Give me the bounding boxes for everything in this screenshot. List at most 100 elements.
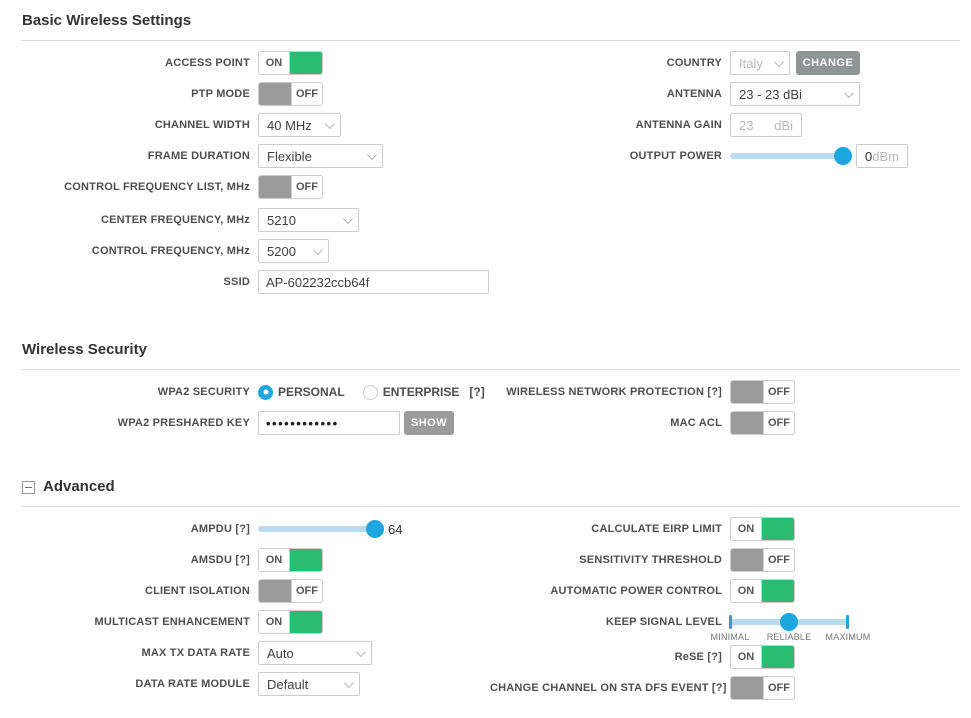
toggle-state-label: OFF bbox=[763, 677, 794, 699]
multicast-enhancement-toggle[interactable]: ON bbox=[258, 610, 323, 634]
chevron-down-icon bbox=[312, 244, 323, 255]
wpa2-preshared-key-input[interactable] bbox=[258, 411, 400, 435]
change-channel-on-sta-dfs-event-toggle[interactable]: OFF bbox=[730, 676, 795, 700]
toggle-slab bbox=[762, 646, 794, 668]
channel-width-label: CHANNEL WIDTH bbox=[154, 119, 250, 131]
output-power-unit: dBm bbox=[872, 148, 899, 164]
row-wpa2-preshared-key: WPA2 PRESHARED KEY SHOW bbox=[22, 411, 490, 435]
keep-signal-level-slider[interactable]: MINIMAL RELIABLE MAXIMUM bbox=[711, 610, 870, 642]
center-frequency-select[interactable]: 5210 bbox=[258, 208, 359, 232]
row-multicast-enhancement: MULTICAST ENHANCEMENT ON bbox=[22, 610, 490, 634]
control-frequency-select[interactable]: 5200 bbox=[258, 239, 329, 263]
antenna-gain-unit: dBi bbox=[774, 117, 793, 133]
antenna-select[interactable]: 23 - 23 dBi bbox=[730, 82, 860, 106]
ampdu-slider[interactable] bbox=[258, 517, 385, 541]
slider-handle[interactable] bbox=[833, 147, 852, 165]
row-control-frequency-list: CONTROL FREQUENCY LIST, MHz OFF bbox=[22, 175, 490, 199]
radio-enterprise-label: ENTERPRISE bbox=[382, 385, 460, 399]
wireless-network-protection-toggle[interactable]: OFF bbox=[730, 380, 795, 404]
data-rate-module-label: DATA RATE MODULE bbox=[135, 678, 250, 690]
chevron-down-icon bbox=[342, 213, 353, 224]
advanced-section-title: Advanced bbox=[22, 478, 960, 496]
ssid-input[interactable] bbox=[258, 270, 489, 294]
output-power-input[interactable]: 0 dBm bbox=[856, 144, 908, 168]
toggle-slab bbox=[259, 580, 291, 602]
toggle-slab bbox=[731, 381, 763, 403]
toggle-state-label: OFF bbox=[291, 83, 322, 105]
ptp-mode-toggle[interactable]: OFF bbox=[258, 82, 323, 106]
max-tx-data-rate-select[interactable]: Auto bbox=[258, 641, 372, 665]
wpa2-security-help-link[interactable]: [?] bbox=[469, 385, 485, 399]
wpa2-preshared-key-label: WPA2 PRESHARED KEY bbox=[117, 417, 250, 429]
row-antenna-gain: ANTENNA GAIN 23 dBi bbox=[490, 113, 960, 137]
ssid-label: SSID bbox=[223, 276, 250, 288]
security-section-title: Wireless Security bbox=[22, 341, 147, 358]
select-value: Auto bbox=[267, 645, 294, 661]
sensitivity-threshold-toggle[interactable]: OFF bbox=[730, 548, 795, 572]
keep-signal-level-label: KEEP SIGNAL LEVEL bbox=[605, 616, 722, 628]
slider-max-tick bbox=[846, 615, 849, 629]
antenna-gain-label: ANTENNA GAIN bbox=[635, 119, 722, 131]
section-advanced: Advanced AMPDU [?] 64 AMSDU [?] ON CLIEN bbox=[22, 478, 960, 707]
row-keep-signal-level: KEEP SIGNAL LEVEL MINIMAL RELIABLE MAXIM… bbox=[490, 610, 960, 642]
rese-label: ReSE [?] bbox=[674, 651, 722, 663]
toggle-slab bbox=[762, 518, 794, 540]
collapse-minus-icon[interactable] bbox=[22, 480, 35, 494]
ampdu-value: 64 bbox=[388, 521, 403, 537]
row-country: COUNTRY Italy CHANGE bbox=[490, 51, 960, 75]
row-sensitivity-threshold: SENSITIVITY THRESHOLD OFF bbox=[490, 548, 960, 572]
row-antenna: ANTENNA 23 - 23 dBi bbox=[490, 82, 960, 106]
antenna-gain-value: 23 bbox=[739, 117, 754, 133]
chevron-down-icon bbox=[324, 118, 335, 129]
sensitivity-threshold-label: SENSITIVITY THRESHOLD bbox=[579, 554, 722, 566]
scale-label-minimal: MINIMAL bbox=[710, 632, 750, 642]
access-point-toggle[interactable]: ON bbox=[258, 51, 323, 75]
calculate-eirp-limit-toggle[interactable]: ON bbox=[730, 517, 795, 541]
automatic-power-control-label: AUTOMATIC POWER CONTROL bbox=[550, 585, 722, 597]
row-data-rate-module: DATA RATE MODULE Default bbox=[22, 672, 490, 696]
chevron-down-icon bbox=[343, 677, 354, 688]
row-amsdu: AMSDU [?] ON bbox=[22, 548, 490, 572]
toggle-state-label: OFF bbox=[291, 580, 322, 602]
toggle-state-label: ON bbox=[259, 52, 290, 74]
data-rate-module-select[interactable]: Default bbox=[258, 672, 360, 696]
mac-acl-toggle[interactable]: OFF bbox=[730, 411, 795, 435]
toggle-slab bbox=[290, 549, 322, 571]
toggle-state-label: OFF bbox=[763, 412, 794, 434]
show-password-button[interactable]: SHOW bbox=[404, 411, 454, 435]
slider-handle[interactable] bbox=[366, 520, 385, 538]
change-channel-on-sta-dfs-event-label: CHANGE CHANNEL ON STA DFS EVENT [?] bbox=[490, 682, 727, 694]
change-country-button[interactable]: CHANGE bbox=[796, 51, 860, 75]
rese-toggle[interactable]: ON bbox=[730, 645, 795, 669]
automatic-power-control-toggle[interactable]: ON bbox=[730, 579, 795, 603]
section-basic-wireless-settings: Basic Wireless Settings ACCESS POINT ON … bbox=[22, 12, 960, 301]
radio-enterprise[interactable]: ENTERPRISE bbox=[362, 384, 460, 400]
slider-track bbox=[730, 153, 850, 159]
client-isolation-label: CLIENT ISOLATION bbox=[144, 585, 250, 597]
row-output-power: OUTPUT POWER 0 dBm bbox=[490, 144, 960, 168]
row-automatic-power-control: AUTOMATIC POWER CONTROL ON bbox=[490, 579, 960, 603]
amsdu-toggle[interactable]: ON bbox=[258, 548, 323, 572]
output-power-slider[interactable] bbox=[730, 144, 852, 168]
multicast-enhancement-label: MULTICAST ENHANCEMENT bbox=[94, 616, 250, 628]
control-frequency-list-toggle[interactable]: OFF bbox=[258, 175, 323, 199]
row-ssid: SSID bbox=[22, 270, 490, 294]
section-divider bbox=[22, 506, 960, 507]
frame-duration-label: FRAME DURATION bbox=[147, 150, 250, 162]
ampdu-label: AMPDU [?] bbox=[190, 523, 250, 535]
frame-duration-select[interactable]: Flexible bbox=[258, 144, 383, 168]
chevron-down-icon bbox=[355, 646, 366, 657]
channel-width-select[interactable]: 40 MHz bbox=[258, 113, 341, 137]
toggle-state-label: ON bbox=[731, 646, 762, 668]
access-point-label: ACCESS POINT bbox=[165, 57, 250, 69]
row-calculate-eirp-limit: CALCULATE EIRP LIMIT ON bbox=[490, 517, 960, 541]
toggle-state-label: ON bbox=[259, 611, 290, 633]
radio-personal[interactable]: PERSONAL bbox=[258, 384, 345, 400]
advanced-title-text: Advanced bbox=[43, 478, 115, 495]
calculate-eirp-limit-label: CALCULATE EIRP LIMIT bbox=[591, 523, 722, 535]
row-rese: ReSE [?] ON bbox=[490, 645, 960, 669]
toggle-slab bbox=[731, 677, 763, 699]
client-isolation-toggle[interactable]: OFF bbox=[258, 579, 323, 603]
select-value: Flexible bbox=[267, 148, 312, 164]
slider-handle[interactable] bbox=[780, 613, 798, 631]
